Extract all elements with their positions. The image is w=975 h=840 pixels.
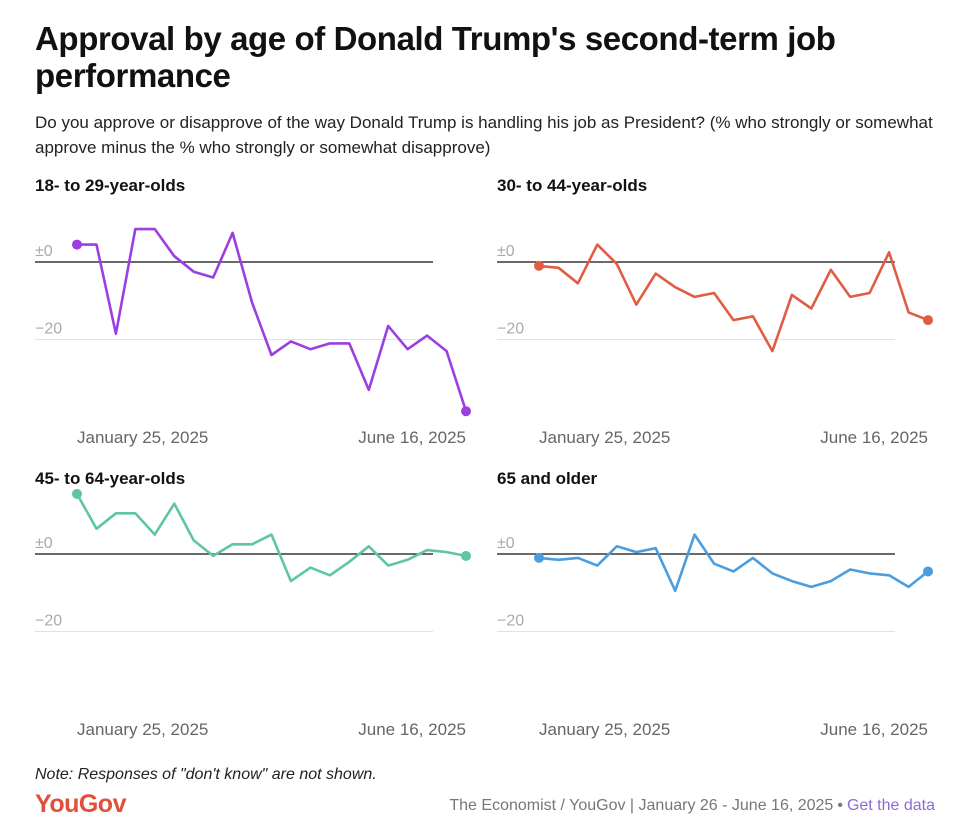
panel-title-18-29: 18- to 29-year-olds: [35, 176, 186, 195]
chart-subtitle: Do you approve or disapprove of the way …: [35, 113, 933, 157]
y-tick-label: −20: [497, 613, 524, 630]
yougov-logo: YouGov: [35, 790, 126, 818]
x-tick-label-start: January 25, 2025: [77, 428, 208, 447]
x-tick-label-start: January 25, 2025: [539, 428, 670, 447]
start-point: [534, 552, 544, 563]
y-tick-label: ±0: [497, 243, 515, 260]
chart-panel-65-older: ±0 −20 January 25, 2025 June 16, 2025: [497, 533, 933, 739]
source-text: The Economist / YouGov | January 26 - Ju…: [449, 797, 834, 814]
footer-source: The Economist / YouGov | January 26 - Ju…: [449, 797, 935, 815]
series-line: [75, 227, 468, 413]
x-tick-label-end: June 16, 2025: [820, 720, 928, 739]
chart-panel-30-44: ±0 −20 January 25, 2025 June 16, 2025: [497, 243, 933, 447]
y-tick-label: −20: [35, 321, 62, 338]
chart-note: Note: Responses of "don't know" are not …: [35, 766, 377, 783]
chart-title: Approval by age of Donald Trump's second…: [35, 20, 836, 94]
end-point: [461, 550, 471, 561]
x-tick-label-start: January 25, 2025: [539, 720, 670, 739]
end-point: [461, 406, 471, 417]
y-tick-label: −20: [35, 613, 62, 630]
x-tick-label-end: June 16, 2025: [820, 428, 928, 447]
y-tick-label: ±0: [35, 535, 53, 552]
series-line: [75, 492, 468, 583]
x-tick-label-start: January 25, 2025: [77, 720, 208, 739]
x-tick-label-end: June 16, 2025: [358, 720, 466, 739]
start-point: [534, 260, 544, 271]
panel-title-45-64: 45- to 64-year-olds: [35, 469, 186, 488]
end-point: [923, 315, 933, 326]
start-point: [72, 488, 82, 499]
series-line: [537, 533, 930, 593]
chart-panel-18-29: ±0 −20 January 25, 2025 June 16, 2025: [35, 227, 471, 447]
get-the-data-link[interactable]: Get the data: [846, 797, 935, 814]
series-line: [537, 243, 930, 353]
x-tick-label-end: June 16, 2025: [358, 428, 466, 447]
panel-title-65-older: 65 and older: [497, 469, 598, 488]
y-tick-label: −20: [497, 321, 524, 338]
y-tick-label: ±0: [497, 535, 515, 552]
chart-panel-45-64: ±0 −20 January 25, 2025 June 16, 2025: [35, 488, 471, 739]
panel-title-30-44: 30- to 44-year-olds: [497, 176, 648, 195]
end-point: [923, 566, 933, 577]
start-point: [72, 239, 82, 250]
y-tick-label: ±0: [35, 243, 53, 260]
footer-separator: •: [837, 797, 843, 814]
